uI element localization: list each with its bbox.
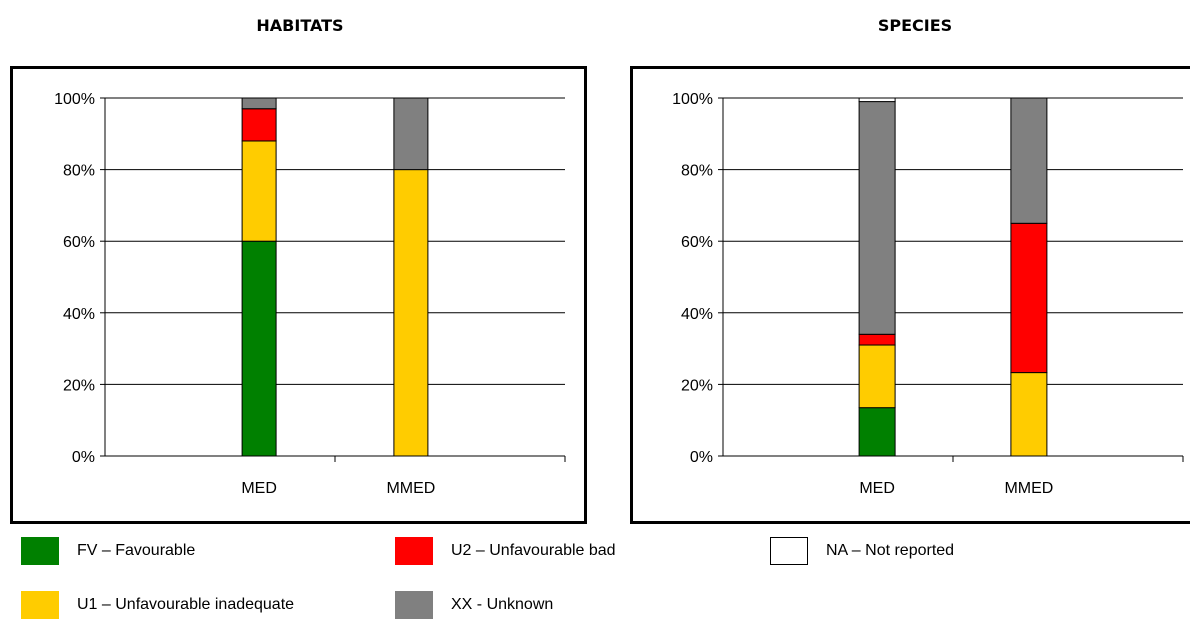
habitats-bar-mmed-xx	[393, 97, 429, 171]
species-bar-mmed-u1	[1010, 372, 1048, 457]
species-category-label: MED	[859, 480, 895, 497]
habitats-bar-mmed-u1	[393, 169, 429, 457]
habitats-category-label: MED	[241, 480, 277, 497]
habitats-category-label: MMED	[386, 480, 435, 497]
habitats-ytick-label: 40%	[63, 306, 95, 323]
species-ytick-label: 0%	[690, 449, 713, 466]
habitats-bar-med-fv	[241, 240, 277, 457]
habitats-ytick-label: 0%	[72, 449, 95, 466]
species-ytick-label: 40%	[681, 306, 713, 323]
habitats-bar-med-u1	[241, 140, 277, 242]
habitats-ytick-label: 80%	[63, 163, 95, 180]
species-bar-mmed-u2	[1010, 222, 1048, 374]
habitats-ytick-label: 60%	[63, 234, 95, 251]
species-ytick-label: 20%	[681, 377, 713, 394]
habitats-ytick-label: 100%	[54, 91, 95, 108]
species-category-label: MMED	[1004, 480, 1053, 497]
habitats-bar-med-u2	[241, 108, 277, 142]
species-bar-med-xx	[858, 101, 896, 335]
species-bar-med-na	[858, 97, 896, 103]
species-bar-mmed-xx	[1010, 97, 1048, 224]
species-chart-title: SPECIES	[877, 16, 953, 35]
habitats-ytick-label: 20%	[63, 377, 95, 394]
species-bar-med-u2	[858, 333, 896, 346]
species-bar-med-u1	[858, 344, 896, 409]
habitats-chart-title: HABITATS	[256, 16, 344, 35]
habitats-bar-med-xx	[241, 97, 277, 110]
species-ytick-label: 80%	[681, 163, 713, 180]
habitats-chart-frame	[10, 66, 587, 524]
species-ytick-label: 60%	[681, 234, 713, 251]
species-bar-med-fv	[858, 407, 896, 457]
species-ytick-label: 100%	[672, 91, 713, 108]
